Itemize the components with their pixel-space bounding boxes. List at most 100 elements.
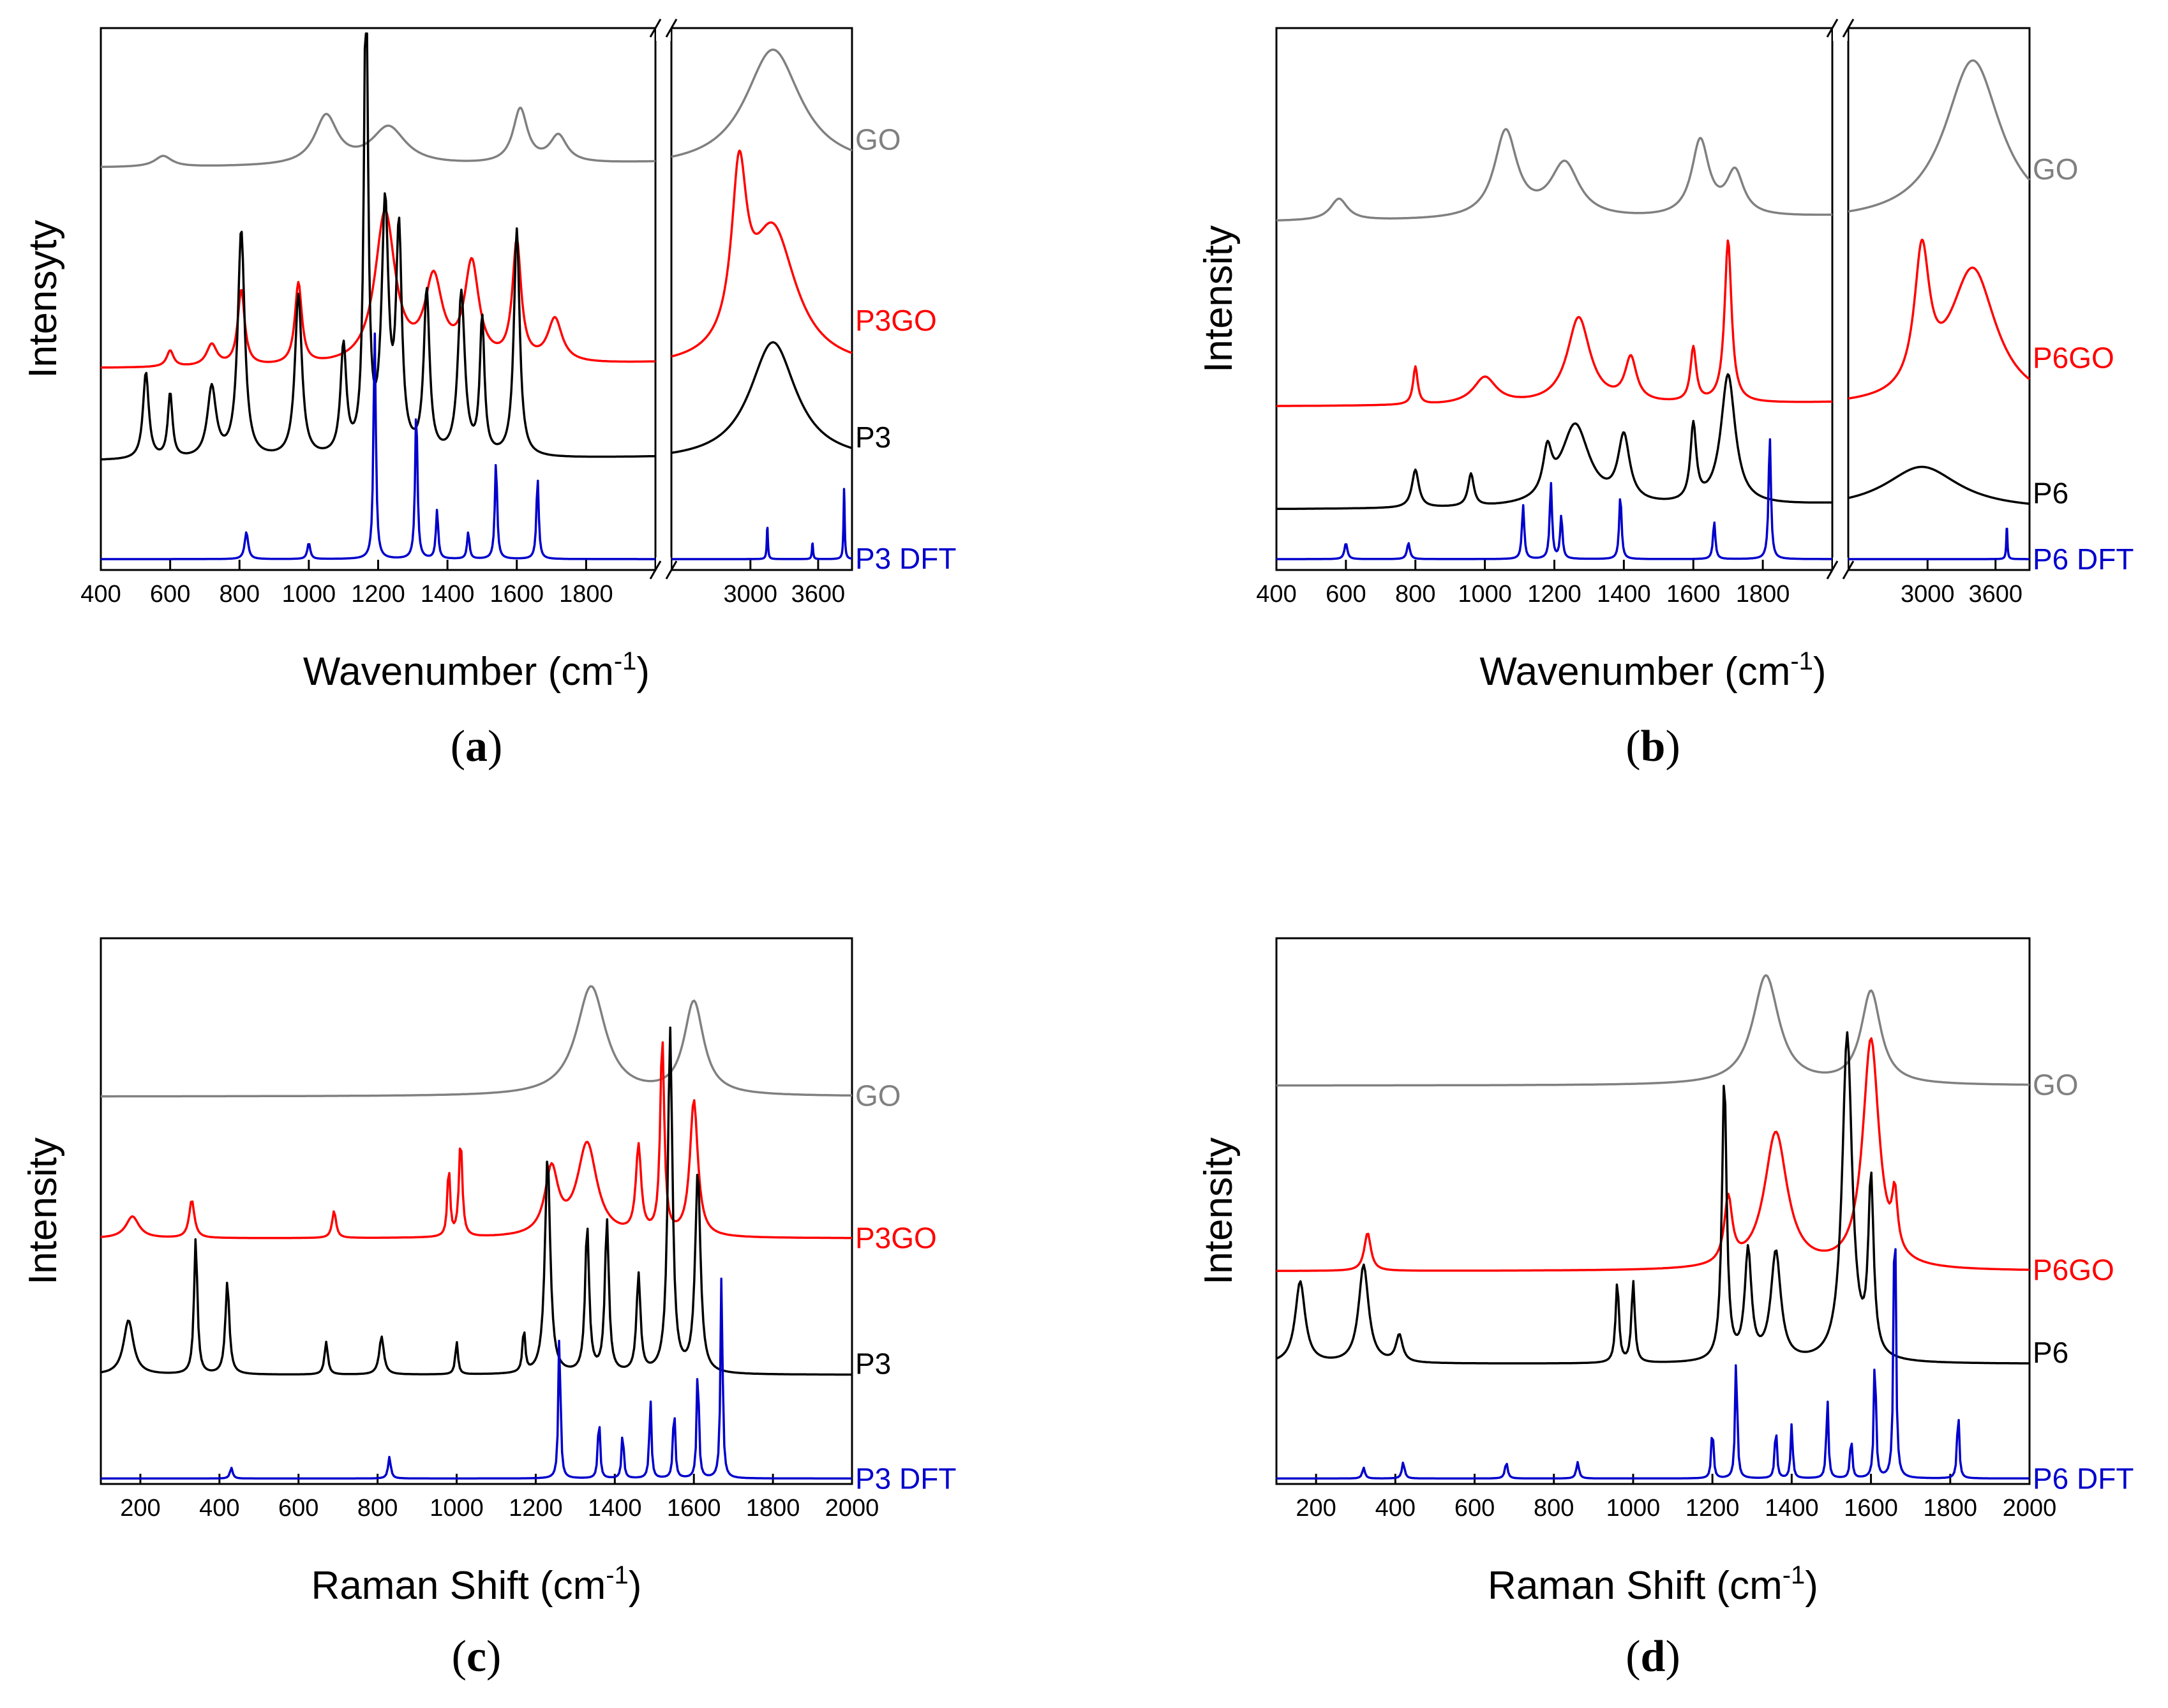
x-tick-label: 2000 <box>2003 1495 2057 1522</box>
y-axis-label: Intensity <box>21 1137 65 1285</box>
x-tick-label: 1200 <box>509 1495 563 1522</box>
series-label-go: GO <box>855 123 901 156</box>
panel-b: 400 600 800 1000 1200 1400 1600 1800 3000 3600 GO P… <box>1197 15 2134 771</box>
series-label-p3go: P3GO <box>855 1222 937 1255</box>
x-tick-label: 3000 <box>1901 581 1955 608</box>
x-tick-label: 1600 <box>1844 1495 1898 1522</box>
panel-letter: (c) <box>452 1632 502 1681</box>
plot-frame-left <box>100 27 657 571</box>
x-tick-label: 1400 <box>1597 581 1651 608</box>
axis-break-gap <box>656 557 671 583</box>
x-tick-label: 800 <box>1534 1495 1574 1522</box>
x-tick-label: 1200 <box>1686 1495 1740 1522</box>
x-tick-label: 1200 <box>351 581 405 608</box>
y-axis-label: Intensity <box>1197 225 1241 373</box>
x-tick-label: 1600 <box>490 581 544 608</box>
axis-break-mark <box>665 560 678 580</box>
x-tick-label: 1800 <box>1924 1495 1978 1522</box>
series-line-p3-dft <box>101 1277 852 1480</box>
series-line-p3 <box>100 1026 852 1376</box>
x-tick-label: 1800 <box>1736 581 1790 608</box>
series-label-p6-dft: P6 DFT <box>2033 543 2134 576</box>
axis-break-mark <box>649 19 662 38</box>
series-line-p6 <box>1276 373 2031 511</box>
plot-frame-left <box>1275 27 1834 571</box>
x-tick-label: 400 <box>199 1495 239 1522</box>
series-label-p6-dft: P6 DFT <box>2033 1462 2134 1495</box>
x-tick-label: 1800 <box>746 1495 800 1522</box>
x-tick-label: 400 <box>1375 1495 1416 1522</box>
axis-break-mark <box>1842 560 1855 580</box>
x-tick-label: 1200 <box>1527 581 1581 608</box>
x-tick-label: 1600 <box>1666 581 1721 608</box>
series-line-p3-dft <box>100 332 853 560</box>
y-axis-label: Intensity <box>1197 1137 1241 1285</box>
series-line-p6-dft <box>1276 438 2031 560</box>
x-tick-label: 3000 <box>724 581 778 608</box>
x-tick-label: 3600 <box>1968 581 2022 608</box>
series-label-p6: P6 <box>2033 476 2068 509</box>
series-label-p3-dft: P3 DFT <box>855 1462 956 1495</box>
series-label-p6go: P6GO <box>2033 1253 2114 1286</box>
axis-break-mark <box>1826 19 1839 38</box>
series-line-go <box>1276 59 2031 222</box>
series-line-p6go <box>1276 1037 2030 1272</box>
x-axis-label: Wavenumber (cm-1) <box>1479 647 1826 694</box>
x-tick-label: 1400 <box>1765 1495 1819 1522</box>
series-line-p6-dft <box>1276 1248 2030 1480</box>
x-tick-label: 1800 <box>559 581 613 608</box>
plot-frame-right <box>670 27 853 571</box>
x-axis-label: Raman Shift (cm-1) <box>1488 1561 1818 1608</box>
axis-break-gap <box>1833 15 1848 41</box>
axis-break-gap <box>1833 557 1848 583</box>
x-tick-label: 600 <box>150 581 190 608</box>
x-tick-label: 1400 <box>588 1495 642 1522</box>
series-label-p6: P6 <box>2033 1336 2068 1369</box>
plot-frame-right <box>1847 27 2031 571</box>
x-tick-label: 1000 <box>430 1495 484 1522</box>
x-tick-label: 1400 <box>421 581 475 608</box>
x-tick-label: 1000 <box>1606 1495 1661 1522</box>
series-line-go <box>1276 974 2030 1087</box>
series-line-p3go <box>100 1041 852 1240</box>
x-tick-label: 800 <box>220 581 260 608</box>
plot-frame <box>1275 937 2031 1485</box>
series-line-p3go <box>100 149 853 369</box>
series-line-go <box>100 49 853 169</box>
axis-break-mark <box>649 560 662 580</box>
x-tick-label: 2000 <box>825 1495 879 1522</box>
y-axis-label: Intensyty <box>21 220 65 378</box>
series-label-p3-dft: P3 DFT <box>855 542 956 575</box>
series-line-p3 <box>100 32 853 461</box>
x-tick-label: 800 <box>1395 581 1435 608</box>
series-label-p6go: P6GO <box>2033 341 2114 374</box>
axis-break-gap <box>656 15 671 41</box>
x-tick-label: 400 <box>1256 581 1296 608</box>
plot-frame <box>100 937 853 1485</box>
x-tick-label: 1600 <box>667 1495 721 1522</box>
series-label-go: GO <box>2033 1068 2079 1101</box>
series-line-p6go <box>1276 238 2031 407</box>
series-line-go <box>101 985 852 1098</box>
panel-a: 400 600 800 1000 1200 1400 1600 1800 3000 3600 GO P… <box>21 15 956 771</box>
series-label-p3go: P3GO <box>855 304 937 337</box>
x-tick-label: 1000 <box>1458 581 1512 608</box>
x-tick-label: 600 <box>1326 581 1366 608</box>
axis-break-mark <box>665 19 678 38</box>
x-tick-label: 800 <box>357 1495 398 1522</box>
axis-break-mark <box>1826 560 1839 580</box>
x-tick-label: 3600 <box>791 581 846 608</box>
x-tick-label: 600 <box>278 1495 318 1522</box>
panel-letter: (a) <box>451 722 503 771</box>
series-label-go: GO <box>855 1079 901 1112</box>
x-axis-label: Raman Shift (cm-1) <box>311 1561 642 1608</box>
axis-break-mark <box>1842 19 1855 38</box>
panel-letter: (b) <box>1626 722 1680 771</box>
x-tick-label: 1000 <box>282 581 336 608</box>
x-tick-label: 200 <box>120 1495 160 1522</box>
x-tick-label: 200 <box>1296 1495 1336 1522</box>
x-tick-label: 600 <box>1454 1495 1495 1522</box>
x-axis-label: Wavenumber (cm-1) <box>303 647 650 694</box>
panel-c: 200 400 600 800 1000 1200 1400 1600 1800 2000 GO P3… <box>21 937 956 1681</box>
